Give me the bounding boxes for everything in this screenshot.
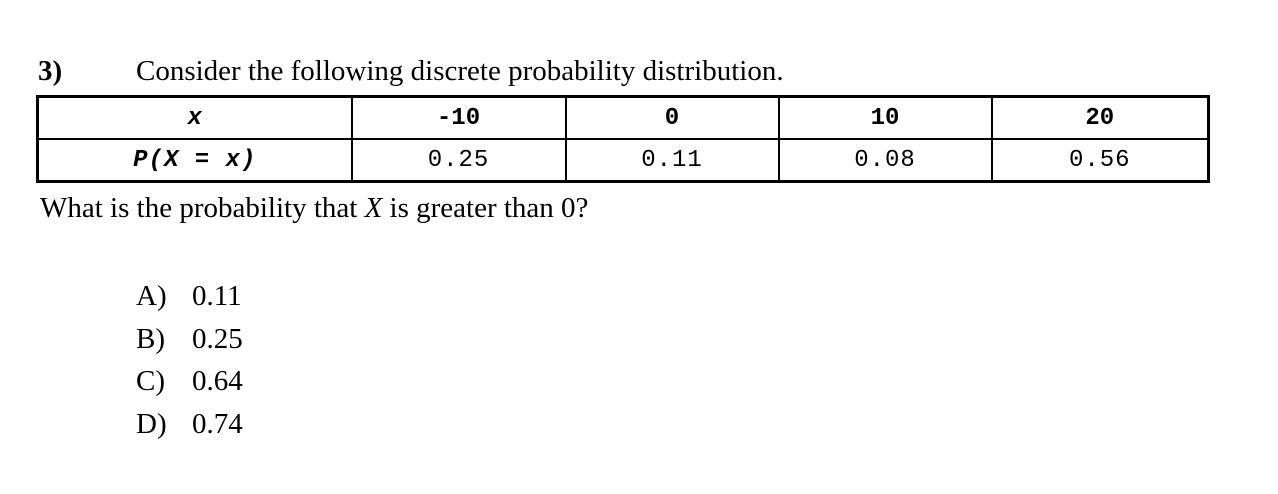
x-value-cell: 20 — [990, 95, 1210, 140]
question-number: 3) — [38, 55, 63, 87]
table-row-probabilities: P(X = x) 0.25 0.11 0.08 0.56 — [36, 138, 1210, 183]
question-prompt: Consider the following discrete probabil… — [136, 55, 784, 87]
choice-d[interactable]: D) 0.74 — [136, 403, 243, 446]
question-text-before: What is the probability that — [40, 192, 365, 224]
choice-a[interactable]: A) 0.11 — [136, 275, 243, 318]
choice-value: 0.64 — [192, 365, 243, 397]
choice-b[interactable]: B) 0.25 — [136, 318, 243, 361]
choice-letter: B) — [136, 322, 165, 355]
choice-value: 0.74 — [192, 407, 243, 440]
probability-cell: 0.56 — [990, 138, 1210, 183]
choice-letter: A) — [136, 280, 167, 312]
choice-value: 0.11 — [192, 280, 242, 312]
x-value-cell: 10 — [777, 95, 993, 140]
probability-cell: 0.11 — [564, 138, 780, 183]
choice-letter: C) — [136, 365, 165, 397]
header-x-label: x — [36, 95, 353, 140]
choice-value: 0.25 — [192, 322, 243, 355]
probability-cell: 0.25 — [350, 138, 567, 183]
table-row-x-values: x -10 0 10 20 — [36, 95, 1210, 140]
probability-cell: 0.08 — [777, 138, 993, 183]
probability-distribution-table: x -10 0 10 20 P(X = x) 0.25 0.11 0.08 0.… — [36, 95, 1210, 183]
choice-c[interactable]: C) 0.64 — [136, 360, 243, 403]
probability-row-label: P(X = x) — [36, 138, 353, 183]
answer-choices: A) 0.11 B) 0.25 C) 0.64 D) 0.74 — [136, 275, 243, 445]
question-text-after: is greater than 0? — [382, 192, 589, 224]
x-value-cell: 0 — [564, 95, 780, 140]
choice-letter: D) — [136, 407, 167, 440]
random-variable: X — [364, 192, 383, 224]
x-value-cell: -10 — [350, 95, 567, 140]
question-text: What is the probability that X is greate… — [40, 192, 588, 225]
